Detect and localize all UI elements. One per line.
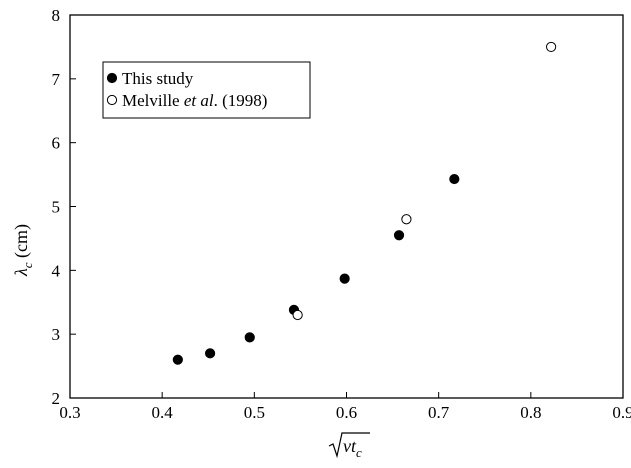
data-point-this-study bbox=[449, 173, 460, 185]
x-axis-ticks: 0.3 0.4 0.5 0.6 0.7 0.8 0.9 bbox=[59, 392, 631, 422]
data-point-this-study bbox=[393, 230, 405, 241]
y-axis-ticks: 2 3 4 5 6 7 8 bbox=[52, 6, 76, 408]
legend-label-this-study: This study bbox=[122, 69, 194, 88]
sqrt-sign bbox=[328, 432, 370, 459]
x-tick-label: 0.4 bbox=[152, 403, 174, 422]
y-tick-label: 3 bbox=[52, 325, 61, 344]
x-tick-label: 0.3 bbox=[59, 403, 80, 422]
x-tick-label: 0.9 bbox=[612, 403, 631, 422]
svg-text:λc (cm): λc (cm) bbox=[11, 224, 35, 277]
y-tick-label: 5 bbox=[52, 198, 61, 217]
data-point-melville bbox=[401, 214, 412, 225]
y-tick-label: 2 bbox=[52, 389, 61, 408]
legend: This study Melville et al. (1998) bbox=[102, 61, 311, 119]
y-tick-label: 8 bbox=[52, 6, 61, 25]
x-tick-label: 0.7 bbox=[428, 403, 450, 422]
legend-melville-italic: et al bbox=[184, 91, 214, 110]
y-label-sub: c bbox=[20, 262, 35, 268]
legend-melville-prefix: Melville bbox=[122, 91, 184, 110]
data-point-melville bbox=[292, 309, 303, 321]
x-axis-label: νtc bbox=[328, 432, 370, 460]
data-point-this-study bbox=[204, 348, 216, 359]
data-point-this-study bbox=[244, 332, 255, 343]
legend-marker-open bbox=[106, 94, 118, 106]
data-points bbox=[172, 41, 557, 365]
y-tick-label: 7 bbox=[52, 70, 61, 89]
x-tick-label: 0.6 bbox=[336, 403, 357, 422]
x-tick-label: 0.8 bbox=[520, 403, 541, 422]
legend-box bbox=[102, 61, 311, 119]
legend-melville-suffix: . (1998) bbox=[214, 91, 268, 110]
svg-text:νtc: νtc bbox=[343, 436, 362, 460]
legend-marker-filled bbox=[106, 72, 118, 84]
data-point-melville bbox=[546, 41, 557, 53]
y-tick-label: 4 bbox=[52, 261, 61, 280]
y-label-lambda: λ bbox=[11, 268, 31, 277]
y-axis-label: λc (cm) bbox=[11, 224, 35, 277]
x-tick-label: 0.5 bbox=[244, 403, 265, 422]
data-point-this-study bbox=[172, 354, 183, 365]
x-label-nu-t: νt bbox=[343, 436, 357, 456]
y-label-units: (cm) bbox=[11, 224, 32, 262]
data-point-this-study bbox=[339, 273, 350, 284]
y-tick-label: 6 bbox=[52, 134, 61, 153]
legend-label-melville: Melville et al. (1998) bbox=[122, 91, 267, 110]
x-label-sub: c bbox=[356, 445, 362, 460]
